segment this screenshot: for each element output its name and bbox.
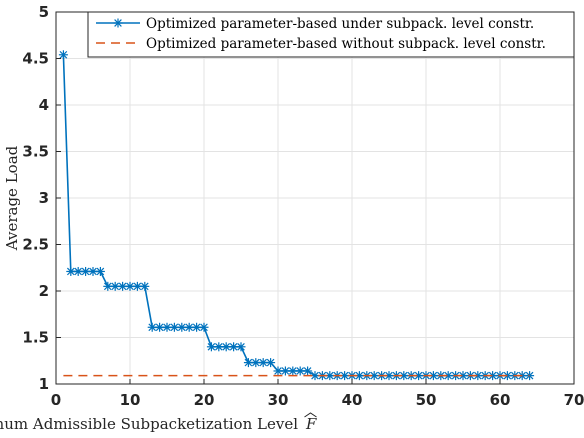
y-tick-label: 2 xyxy=(39,282,49,300)
marker-stroke xyxy=(488,371,497,380)
y-tick-label: 5 xyxy=(39,3,49,21)
marker-stroke xyxy=(244,358,253,367)
x-tick-label: 70 xyxy=(564,391,584,409)
marker-stroke xyxy=(214,342,223,351)
marker-stroke xyxy=(385,371,393,380)
y-tick-label: 4.5 xyxy=(22,50,49,68)
marker-stroke xyxy=(170,323,179,332)
marker-stroke xyxy=(148,323,157,332)
marker-stroke xyxy=(96,267,105,276)
data-point xyxy=(95,266,105,276)
data-point xyxy=(58,50,68,60)
y-tick-label: 3 xyxy=(39,189,49,207)
marker-stroke xyxy=(200,323,208,332)
x-axis-label-text: Maximum Admissible Subpacketization Leve… xyxy=(0,415,298,433)
marker-stroke xyxy=(177,323,186,332)
x-axis-label-symbol: F xyxy=(305,415,317,433)
marker-stroke xyxy=(251,358,260,367)
data-point xyxy=(110,281,120,291)
data-point xyxy=(125,281,135,291)
marker-stroke xyxy=(340,371,349,380)
data-point xyxy=(140,281,150,291)
marker-stroke xyxy=(81,267,90,276)
series-layer xyxy=(58,50,535,381)
marker-stroke xyxy=(274,367,282,375)
legend-box xyxy=(87,11,575,58)
marker-stroke xyxy=(59,50,68,59)
x-tick-label: 20 xyxy=(194,391,215,409)
y-tick-label: 1 xyxy=(39,375,49,393)
legend-label-series-1: Optimized parameter-based under subpack.… xyxy=(146,16,534,32)
marker-stroke xyxy=(259,358,268,367)
marker-stroke xyxy=(370,371,379,380)
marker-stroke xyxy=(414,371,423,380)
data-point xyxy=(243,358,253,368)
marker-stroke xyxy=(503,371,512,380)
marker-stroke xyxy=(111,282,120,291)
marker-stroke xyxy=(355,371,364,380)
marker-stroke xyxy=(399,371,408,380)
y-tick-label: 4 xyxy=(39,96,49,114)
data-point xyxy=(147,322,157,332)
marker-stroke xyxy=(66,267,75,276)
x-axis-label: Maximum Admissible Subpacketization Leve… xyxy=(0,415,298,433)
tick-labels: 0 10 20 30 40 50 60 70 1 1.5 2 2.5 3 3.5 4 4.5 5 xyxy=(22,3,584,409)
x-tick-label: 50 xyxy=(416,391,437,409)
marker-stroke xyxy=(266,358,275,367)
x-axis-label-group: Maximum Admissible Subpacketization Leve… xyxy=(0,412,317,433)
marker-stroke xyxy=(444,371,453,380)
marker-stroke xyxy=(325,371,334,380)
marker-stroke xyxy=(207,342,216,351)
marker-stroke xyxy=(126,282,134,291)
data-point xyxy=(280,366,290,376)
marker-stroke xyxy=(429,371,438,380)
marker-stroke xyxy=(163,323,171,332)
data-point xyxy=(303,366,313,376)
x-tick-label: 60 xyxy=(490,391,511,409)
x-axis-label-hat xyxy=(304,412,317,418)
x-tick-label: 30 xyxy=(268,391,289,409)
data-point xyxy=(199,322,209,332)
marker-stroke xyxy=(311,371,319,380)
marker-stroke xyxy=(155,323,164,332)
data-point xyxy=(273,366,283,376)
data-point xyxy=(266,358,276,368)
marker-stroke xyxy=(133,282,142,291)
marker-stroke xyxy=(296,367,305,375)
legend-sample-series-1 xyxy=(96,18,140,28)
marker-stroke xyxy=(237,342,245,351)
marker-stroke xyxy=(229,342,238,351)
legend: Optimized parameter-based under subpack.… xyxy=(87,11,575,58)
marker-stroke xyxy=(118,282,127,291)
marker-stroke xyxy=(473,371,482,380)
y-tick-label: 1.5 xyxy=(22,329,49,347)
marker-stroke xyxy=(281,367,290,375)
data-point xyxy=(162,322,172,332)
marker-stroke xyxy=(74,267,83,276)
marker-stroke xyxy=(89,267,97,276)
marker-stroke xyxy=(185,323,194,332)
marker-stroke xyxy=(303,367,312,375)
y-axis-label: Average Load xyxy=(3,145,21,251)
y-tick-label: 3.5 xyxy=(22,143,49,161)
legend-label-series-2: Optimized parameter-based without subpac… xyxy=(146,36,546,52)
y-tick-label: 2.5 xyxy=(22,236,49,254)
legend-marker xyxy=(113,18,123,28)
data-point xyxy=(236,342,246,352)
marker-stroke xyxy=(192,323,201,332)
x-tick-label: 0 xyxy=(51,391,61,409)
marker-stroke xyxy=(114,19,122,27)
marker-stroke xyxy=(140,282,149,291)
marker-stroke xyxy=(288,367,297,375)
marker-stroke xyxy=(459,371,467,380)
x-tick-label: 40 xyxy=(342,391,363,409)
marker-stroke xyxy=(222,342,231,351)
marker-stroke xyxy=(103,282,112,291)
x-tick-label: 10 xyxy=(120,391,141,409)
